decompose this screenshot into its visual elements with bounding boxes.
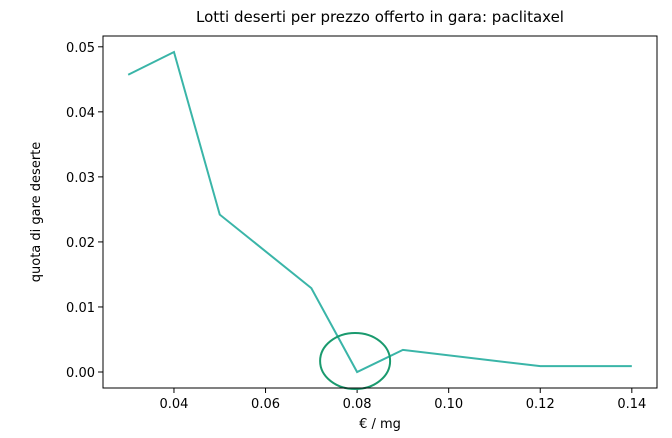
x-tick-label: 0.06 <box>251 397 280 412</box>
y-tick-label: 0.02 <box>66 236 95 251</box>
x-tick-label: 0.08 <box>343 397 372 412</box>
x-axis-label: € / mg <box>359 417 401 432</box>
x-tick-label: 0.14 <box>617 397 646 412</box>
y-tick-label: 0.05 <box>66 41 95 56</box>
y-tick-label: 0.04 <box>66 106 95 121</box>
x-tick-label: 0.12 <box>526 397 555 412</box>
x-tick-label: 0.10 <box>434 397 463 412</box>
plot-frame <box>102 35 658 389</box>
y-tick-label: 0.00 <box>66 366 95 381</box>
y-tick-label: 0.01 <box>66 301 95 316</box>
y-axis-label: quota di gare deserte <box>29 142 44 283</box>
highlight-circle <box>319 332 392 390</box>
y-tick-label: 0.03 <box>66 171 95 186</box>
chart-title: Lotti deserti per prezzo offerto in gara… <box>196 8 564 26</box>
data-line <box>127 50 632 374</box>
x-tick-label: 0.04 <box>159 397 188 412</box>
